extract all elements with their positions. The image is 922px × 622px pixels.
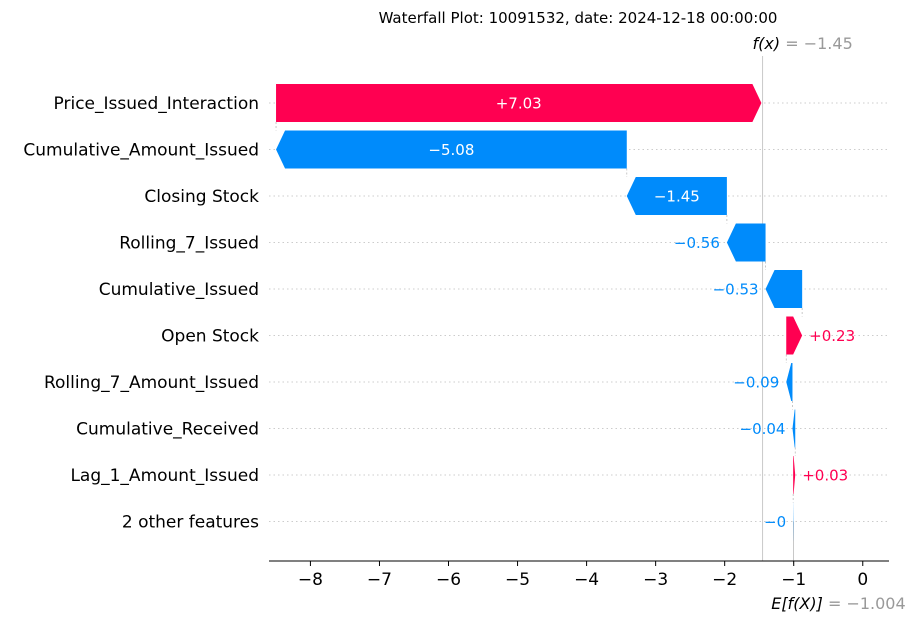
output-value: = −1.45 — [780, 34, 853, 53]
bar-value-label: +7.03 — [496, 95, 542, 113]
bar-value-label: −0.53 — [713, 281, 759, 299]
chart-title: Waterfall Plot: 10091532, date: 2024-12-… — [379, 9, 778, 27]
bar-value-label: +0.03 — [802, 467, 848, 485]
x-tick-label: −5 — [505, 570, 530, 590]
feature-name-label: Cumulative_Received — [76, 420, 259, 440]
waterfall-bar — [626, 177, 727, 215]
base-label: E[f(X)] — [771, 594, 823, 613]
bar-value-label: −5.08 — [428, 141, 474, 159]
feature-name-label: Closing Stock — [144, 187, 259, 207]
feature-name-label: Cumulative_Issued — [99, 280, 259, 300]
output-label: f(x) — [753, 34, 781, 53]
bar-value-label: +0.23 — [809, 327, 855, 345]
waterfall-bars — [276, 84, 803, 541]
waterfall-bar — [792, 409, 796, 448]
feature-name-label: 2 other features — [122, 513, 259, 533]
feature-name-label: Rolling_7_Issued — [119, 234, 259, 254]
waterfall-bar — [276, 130, 627, 169]
base-value-annotation: E[f(X)] = −1.004 — [771, 594, 905, 613]
feature-name-label: Rolling_7_Amount_Issued — [44, 373, 259, 393]
waterfall-bar — [793, 456, 796, 494]
x-tick-label: −6 — [436, 570, 461, 590]
x-tick-label: −1 — [781, 570, 806, 590]
output-value-annotation: f(x) = −1.45 — [753, 34, 853, 53]
x-tick-label: −2 — [712, 570, 737, 590]
bar-value-label: −0.09 — [733, 374, 779, 392]
bar-value-label: −0.04 — [740, 420, 786, 438]
bar-value-label: −0 — [764, 513, 786, 531]
waterfall-bar — [276, 84, 762, 122]
feature-name-label: Open Stock — [161, 327, 259, 347]
x-axis: −8 −7 −6 −5 −4 −3 −2 −1 0 — [269, 560, 889, 590]
bar-value-label: −1.45 — [654, 188, 700, 206]
base-value: = −1.004 — [823, 594, 906, 613]
feature-name-label: Lag_1_Amount_Issued — [70, 466, 259, 486]
waterfall-bar — [765, 270, 803, 308]
feature-name-label: Price_Issued_Interaction — [54, 94, 259, 114]
x-tick-label: −3 — [643, 570, 668, 590]
x-tick-label: −8 — [298, 570, 323, 590]
x-tick-label: −4 — [574, 570, 599, 590]
feature-labels: +7.03 Price_Issued_Interaction −5.08 Cumula… — [23, 94, 855, 533]
waterfall-bar — [726, 223, 766, 262]
x-tick-label: −7 — [367, 570, 392, 590]
x-tick-label: 0 — [857, 570, 868, 590]
bar-value-label: −0.56 — [674, 234, 720, 252]
waterfall-bar — [786, 316, 803, 355]
feature-name-label: Cumulative_Amount_Issued — [23, 141, 259, 161]
waterfall-bar — [786, 363, 793, 401]
